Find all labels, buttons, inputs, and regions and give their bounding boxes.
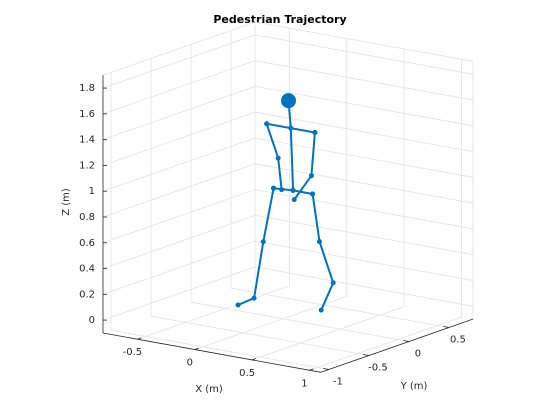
- y-tick: [443, 326, 450, 328]
- z-axis-label: Z (m): [61, 188, 72, 216]
- z-tick-label: 0.6: [79, 238, 95, 249]
- x-tick: [309, 368, 314, 371]
- grid-line: [309, 59, 462, 371]
- x-axis: [102, 332, 321, 373]
- joint-marker: [308, 173, 314, 179]
- y-tick-label: 0.5: [450, 335, 466, 346]
- joint-marker: [271, 185, 277, 191]
- z-tick-label: 0: [89, 315, 95, 326]
- y-tick: [323, 368, 330, 370]
- x-axis-label: X (m): [195, 384, 223, 395]
- joint-marker: [264, 121, 270, 127]
- skeleton-line: [237, 188, 275, 306]
- z-tick-label: 0.4: [79, 264, 95, 275]
- y-tick-label: 0: [415, 349, 421, 360]
- joint-marker: [318, 307, 324, 313]
- z-tick-label: 1.6: [79, 109, 95, 120]
- x-tick-label: -0.5: [123, 347, 143, 358]
- x-tick: [194, 347, 199, 350]
- joint-marker: [235, 302, 241, 308]
- joint-marker: [330, 280, 336, 286]
- z-tick-label: 0.2: [79, 289, 95, 300]
- y-tick-label: -1: [333, 377, 343, 388]
- x-tick-label: 0.5: [239, 368, 255, 379]
- joint-marker: [280, 93, 296, 109]
- joint-marker: [275, 155, 281, 161]
- joint-marker: [291, 197, 297, 203]
- grid-line: [251, 48, 405, 361]
- joint-marker: [251, 295, 257, 301]
- y-tick: [403, 340, 410, 342]
- skeleton-line: [311, 193, 335, 311]
- z-tick-label: 0.8: [79, 212, 95, 223]
- joint-marker: [288, 125, 294, 131]
- grid-line: [150, 58, 369, 356]
- x-tick: [137, 337, 142, 340]
- x-tick: [251, 358, 257, 361]
- y-tick-label: -0.5: [368, 363, 388, 374]
- y-axis: [320, 318, 474, 373]
- joint-marker: [290, 187, 296, 193]
- joint-marker: [316, 239, 322, 245]
- y-tick: [363, 354, 370, 356]
- grid-line: [230, 30, 449, 328]
- joint-marker: [260, 239, 266, 245]
- y-axis-label: Y (m): [400, 381, 428, 392]
- joint-marker: [310, 191, 316, 197]
- x-tick-label: 1: [301, 378, 307, 389]
- z-tick-label: 1: [89, 186, 95, 197]
- grid-line: [190, 44, 409, 342]
- joint-marker: [312, 129, 318, 135]
- x-tick-label: 0: [187, 358, 193, 369]
- grid-line: [194, 38, 348, 350]
- z-tick-label: 1.4: [79, 135, 95, 146]
- grid-line: [110, 72, 329, 370]
- chart-title: Pedestrian Trajectory: [213, 13, 346, 26]
- z-tick-label: 1.8: [79, 83, 95, 94]
- z-tick-label: 1.2: [79, 160, 95, 171]
